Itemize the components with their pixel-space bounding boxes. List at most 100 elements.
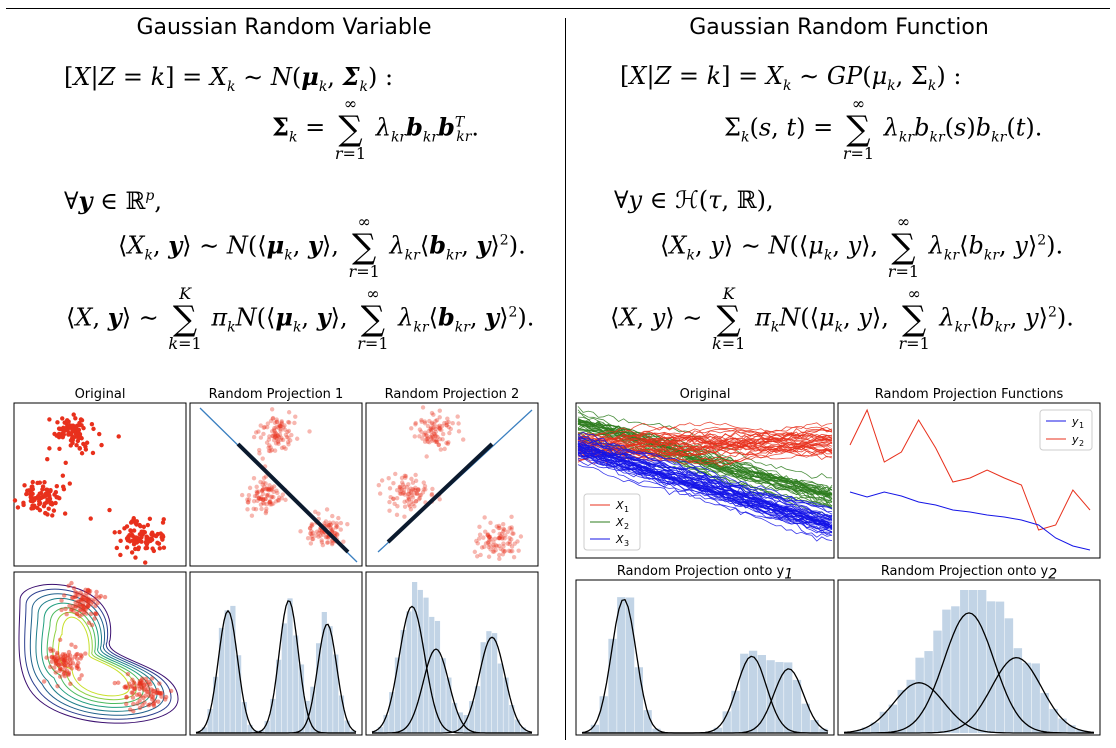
scatter-point	[286, 442, 291, 447]
scatter-point	[246, 497, 252, 502]
scatter-point	[49, 659, 55, 664]
scatter-point	[307, 526, 313, 531]
scatter-point	[496, 525, 501, 531]
scatter-point	[437, 497, 442, 502]
scatter-point	[273, 430, 278, 436]
left-heading: Gaussian Random Variable	[136, 15, 432, 40]
scatter-point	[251, 434, 257, 440]
scatter-point	[56, 655, 61, 661]
scatter-point	[491, 549, 497, 554]
scatter-point	[162, 697, 168, 702]
scatter-point	[430, 486, 435, 492]
scatter-point	[285, 439, 291, 445]
histogram-bar	[1067, 725, 1076, 733]
scatter-point	[422, 430, 428, 435]
scatter-point	[45, 457, 50, 462]
scatter-point	[147, 538, 152, 543]
scatter-point	[245, 497, 250, 502]
scatter-point	[245, 507, 250, 512]
scatter-point	[124, 524, 130, 529]
scatter-point	[276, 435, 282, 440]
scatter-point	[406, 482, 411, 487]
scatter-point	[64, 612, 69, 617]
left-eq-4: ⟨Xk, y⟩ ∼ N(⟨μk, y⟩, ∞ ∑ r=1 λkr⟨bkr, y⟩2)…	[118, 212, 526, 281]
right-heading: Gaussian Random Function	[689, 15, 989, 40]
scatter-point	[266, 445, 271, 450]
scatter-point	[402, 499, 407, 505]
scatter-point	[38, 491, 44, 496]
scatter-point	[432, 433, 438, 439]
scatter-point	[274, 435, 279, 441]
scatter-point	[264, 486, 269, 491]
scatter-point	[53, 670, 58, 675]
scatter-point	[285, 429, 290, 435]
scatter-point	[93, 611, 98, 616]
scatter-point	[414, 491, 420, 497]
scatter-point	[74, 442, 79, 448]
scatter-point	[503, 533, 508, 538]
scatter-point	[144, 679, 149, 685]
scatter-point	[330, 540, 335, 546]
scatter-point	[279, 435, 284, 441]
function-curve	[577, 448, 833, 533]
histogram-bar	[1022, 662, 1031, 733]
histogram-bar	[389, 692, 395, 733]
scatter-point	[260, 497, 266, 503]
scatter-point	[76, 666, 81, 672]
scatter-point	[502, 536, 507, 541]
scatter-point	[434, 433, 439, 439]
scatter-point	[416, 487, 421, 492]
scatter-point	[147, 702, 153, 707]
scatter-point	[79, 451, 85, 456]
scatter-point	[131, 528, 137, 533]
scatter-point	[68, 661, 73, 666]
scatter-point	[132, 686, 137, 692]
scatter-point	[478, 552, 483, 558]
scatter-point	[145, 535, 150, 540]
histogram-bar	[870, 722, 880, 733]
scatter-point	[264, 424, 270, 430]
scatter-point	[266, 487, 272, 493]
scatter-point	[277, 432, 283, 437]
scatter-point	[425, 423, 431, 429]
scatter-point	[69, 580, 74, 586]
scatter-point	[282, 427, 288, 432]
scatter-point	[387, 508, 392, 513]
svg-text:3: 3	[624, 539, 629, 548]
scatter-point	[307, 526, 313, 531]
scatter-point	[286, 428, 292, 434]
scatter-point	[263, 509, 269, 514]
histogram-bar	[526, 731, 532, 733]
scatter-point	[48, 664, 53, 670]
scatter-point	[497, 535, 503, 541]
scatter-point	[254, 484, 259, 490]
scatter-point	[54, 483, 60, 489]
scatter-point	[270, 433, 276, 439]
scatter-point	[68, 438, 74, 443]
scatter-point	[420, 405, 426, 410]
svg-text:2: 2	[1079, 439, 1084, 448]
legend-y: y 1 y 2	[1039, 409, 1093, 451]
scatter-point	[433, 418, 438, 424]
scatter-point	[483, 529, 488, 534]
histogram-bar	[514, 719, 521, 733]
gaussian-curve	[196, 623, 357, 734]
panel-rp1-scatter	[189, 402, 363, 567]
scatter-point	[55, 650, 60, 656]
scatter-point	[413, 499, 419, 504]
scatter-point	[67, 657, 72, 662]
left-eq-1: [X|Z = k] = Xk ∼ N(μk, Σk) :	[64, 62, 394, 95]
histogram-bar	[333, 654, 339, 733]
histogram-bar	[474, 686, 481, 733]
histogram-bar	[757, 654, 766, 733]
scatter-point	[426, 429, 431, 434]
histogram-bar	[463, 715, 469, 733]
scatter-point	[387, 499, 392, 505]
scatter-point	[319, 530, 324, 535]
scatter-point	[413, 420, 418, 426]
scatter-point	[46, 491, 52, 497]
scatter-point	[442, 420, 447, 426]
scatter-point	[402, 492, 408, 497]
scatter-point	[133, 555, 138, 560]
scatter-point	[511, 531, 516, 536]
